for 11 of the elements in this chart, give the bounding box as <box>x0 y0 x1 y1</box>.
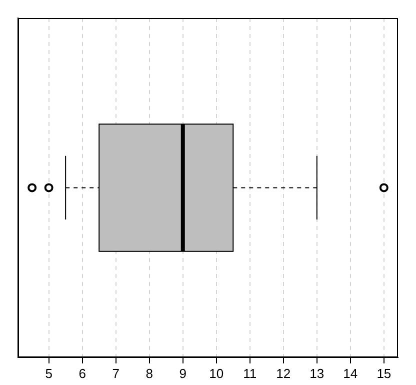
x-tick-label: 13 <box>310 366 324 381</box>
x-tick-label: 6 <box>78 366 86 381</box>
x-tick-label: 9 <box>179 366 186 381</box>
x-tick-label: 14 <box>343 366 358 381</box>
x-tick-label: 5 <box>45 366 52 381</box>
x-tick-label: 8 <box>146 366 153 381</box>
x-tick-label: 10 <box>209 366 224 381</box>
x-tick-label: 12 <box>276 366 291 381</box>
x-tick-label: 11 <box>243 366 257 381</box>
x-tick-label: 15 <box>376 366 392 381</box>
x-tick-label: 7 <box>112 366 120 381</box>
